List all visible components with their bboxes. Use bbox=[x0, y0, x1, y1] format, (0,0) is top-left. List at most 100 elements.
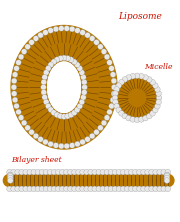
Circle shape bbox=[54, 112, 60, 118]
Circle shape bbox=[98, 44, 103, 50]
Circle shape bbox=[53, 143, 59, 148]
Circle shape bbox=[79, 99, 85, 105]
Circle shape bbox=[119, 111, 124, 116]
Circle shape bbox=[47, 169, 53, 175]
Circle shape bbox=[112, 95, 118, 101]
Circle shape bbox=[149, 169, 154, 175]
Circle shape bbox=[150, 111, 155, 116]
Circle shape bbox=[137, 186, 142, 192]
Circle shape bbox=[107, 109, 112, 115]
Bar bbox=[10, 174, 168, 187]
Circle shape bbox=[138, 73, 144, 79]
Circle shape bbox=[155, 103, 160, 109]
Circle shape bbox=[113, 91, 118, 96]
Circle shape bbox=[48, 28, 53, 33]
Circle shape bbox=[120, 186, 126, 192]
Circle shape bbox=[27, 169, 33, 175]
Circle shape bbox=[164, 178, 170, 183]
Circle shape bbox=[77, 65, 83, 71]
Circle shape bbox=[89, 133, 95, 139]
Circle shape bbox=[46, 65, 51, 71]
Circle shape bbox=[12, 97, 18, 103]
Circle shape bbox=[8, 178, 13, 183]
Circle shape bbox=[155, 87, 160, 92]
Circle shape bbox=[43, 186, 49, 192]
Circle shape bbox=[43, 70, 49, 75]
Circle shape bbox=[143, 75, 148, 80]
Circle shape bbox=[33, 36, 39, 41]
Circle shape bbox=[108, 186, 114, 192]
Circle shape bbox=[59, 169, 65, 175]
Circle shape bbox=[43, 139, 48, 145]
Circle shape bbox=[71, 59, 77, 65]
Circle shape bbox=[85, 32, 90, 38]
Circle shape bbox=[110, 97, 116, 103]
Circle shape bbox=[137, 169, 142, 175]
Circle shape bbox=[80, 30, 85, 35]
Circle shape bbox=[104, 169, 110, 175]
Circle shape bbox=[89, 36, 95, 41]
Circle shape bbox=[88, 186, 93, 192]
Circle shape bbox=[11, 78, 17, 84]
Circle shape bbox=[116, 186, 122, 192]
Circle shape bbox=[58, 26, 64, 31]
Circle shape bbox=[85, 137, 90, 142]
Circle shape bbox=[145, 169, 150, 175]
Circle shape bbox=[72, 169, 77, 175]
Circle shape bbox=[147, 77, 152, 82]
Circle shape bbox=[100, 169, 106, 175]
Circle shape bbox=[14, 103, 19, 109]
Circle shape bbox=[98, 125, 103, 131]
Circle shape bbox=[126, 115, 131, 121]
Circle shape bbox=[109, 103, 114, 109]
Circle shape bbox=[65, 113, 70, 119]
Circle shape bbox=[122, 113, 128, 119]
Circle shape bbox=[150, 79, 155, 85]
Circle shape bbox=[152, 83, 158, 88]
Circle shape bbox=[69, 26, 75, 32]
Circle shape bbox=[149, 186, 154, 192]
Circle shape bbox=[156, 95, 162, 101]
Circle shape bbox=[41, 89, 47, 95]
Circle shape bbox=[75, 28, 80, 33]
Circle shape bbox=[161, 169, 167, 175]
Circle shape bbox=[111, 91, 117, 96]
Circle shape bbox=[59, 186, 65, 192]
Circle shape bbox=[8, 172, 13, 178]
Circle shape bbox=[109, 66, 114, 71]
Circle shape bbox=[80, 95, 86, 100]
Circle shape bbox=[47, 186, 53, 192]
Circle shape bbox=[46, 103, 51, 109]
Circle shape bbox=[11, 91, 17, 96]
Circle shape bbox=[72, 186, 77, 192]
Circle shape bbox=[68, 169, 73, 175]
Circle shape bbox=[48, 62, 54, 67]
Circle shape bbox=[114, 103, 120, 109]
Circle shape bbox=[126, 75, 131, 80]
Circle shape bbox=[43, 30, 48, 35]
Circle shape bbox=[157, 169, 163, 175]
Circle shape bbox=[71, 110, 77, 115]
Circle shape bbox=[8, 173, 13, 179]
Circle shape bbox=[7, 186, 12, 192]
Circle shape bbox=[64, 186, 69, 192]
Circle shape bbox=[100, 186, 106, 192]
Circle shape bbox=[27, 186, 33, 192]
Circle shape bbox=[64, 26, 69, 31]
Circle shape bbox=[104, 186, 110, 192]
Circle shape bbox=[42, 95, 48, 100]
Circle shape bbox=[39, 186, 45, 192]
Circle shape bbox=[58, 143, 64, 149]
Circle shape bbox=[164, 173, 170, 179]
Circle shape bbox=[94, 40, 99, 45]
Circle shape bbox=[82, 84, 87, 90]
Circle shape bbox=[104, 54, 110, 60]
Circle shape bbox=[82, 89, 87, 95]
Circle shape bbox=[15, 186, 20, 192]
Circle shape bbox=[76, 186, 81, 192]
Circle shape bbox=[96, 186, 102, 192]
Circle shape bbox=[112, 186, 118, 192]
Circle shape bbox=[153, 186, 158, 192]
Circle shape bbox=[164, 173, 170, 179]
Circle shape bbox=[74, 62, 80, 67]
